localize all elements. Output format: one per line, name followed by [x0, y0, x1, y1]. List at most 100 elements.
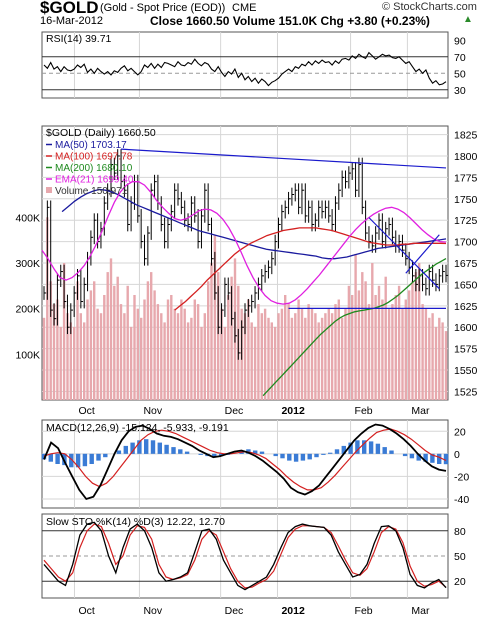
volume-bar — [76, 281, 79, 400]
x-tick-label: Feb — [355, 605, 373, 617]
trendline — [368, 217, 440, 290]
volume-bar — [180, 299, 183, 400]
moving-average-line — [61, 188, 447, 260]
macd-histogram-bar — [89, 453, 94, 464]
volume-bar — [140, 317, 143, 400]
macd-histogram-bar — [368, 441, 374, 454]
macd-tick-label: -20 — [454, 471, 469, 483]
macd-histogram-bar — [116, 450, 122, 454]
macd-histogram-bar — [82, 453, 88, 467]
volume-bar — [441, 322, 444, 400]
volume-bar — [361, 272, 364, 400]
volume-tick-label: 100K — [15, 349, 40, 361]
legend-swatch — [46, 187, 52, 193]
price-tick-label: 1525 — [454, 386, 478, 398]
macd-histogram-bar — [103, 453, 108, 458]
macd-histogram-bar — [423, 453, 428, 462]
trendline — [405, 234, 440, 274]
volume-bar — [96, 308, 99, 400]
macd-histogram-bar — [253, 450, 258, 454]
rsi-tick-label: 90 — [454, 35, 466, 47]
volume-bar — [49, 281, 52, 400]
x-tick-label: Mar — [411, 405, 430, 417]
volume-bar — [347, 285, 351, 400]
rsi-tick-label: 30 — [454, 85, 466, 97]
volume-bar — [387, 308, 391, 400]
volume-bar — [59, 326, 62, 400]
rsi-panel — [41, 31, 449, 99]
volume-bar — [73, 326, 76, 400]
volume-bar — [42, 317, 46, 400]
volume-bar — [260, 313, 263, 400]
macd-histogram-bar — [293, 453, 299, 462]
volume-bar — [163, 322, 166, 400]
volume-bar — [129, 326, 133, 400]
macd-histogram-bar — [164, 444, 169, 454]
stochastic-tick-label: 80 — [454, 526, 466, 538]
volume-bar — [56, 299, 59, 400]
quote-summary: Close 1660.50 Volume 151.0K Chg +3.80 (+… — [150, 14, 430, 28]
macd-histogram-bar — [437, 453, 442, 464]
volume-bar — [290, 317, 294, 400]
volume-bar — [210, 263, 213, 400]
macd-histogram-bar — [184, 451, 190, 454]
volume-bar — [364, 281, 367, 400]
volume-bar — [247, 299, 250, 400]
macd-histogram-bar — [355, 440, 360, 454]
volume-bar — [344, 308, 347, 400]
volume-bar — [421, 304, 424, 400]
volume-bar — [414, 272, 418, 400]
volume-bar — [223, 326, 227, 400]
volume-bar — [203, 313, 206, 400]
price-legend-entry: MA(200) 1680.10 — [55, 163, 133, 174]
volume-bar — [126, 285, 129, 400]
volume-bar — [230, 276, 233, 400]
macd-histogram-bar — [321, 453, 326, 455]
macd-histogram-bar — [307, 453, 312, 460]
price-tick-label: 1700 — [454, 237, 478, 249]
price-tick-label: 1575 — [454, 344, 478, 356]
stochastic-tick-label: 20 — [454, 576, 466, 588]
volume-bar — [190, 317, 193, 400]
volume-bar — [297, 299, 300, 400]
macd-histogram-bar — [443, 453, 449, 465]
volume-bar — [143, 299, 146, 400]
volume-bar — [277, 313, 280, 400]
x-tick-label: Nov — [143, 605, 162, 617]
volume-bar — [86, 299, 89, 400]
macd-histogram-bar — [150, 440, 156, 454]
volume-tick-label: 400K — [15, 212, 40, 224]
volume-bar — [106, 272, 109, 400]
macd-histogram-bar — [212, 453, 217, 458]
moving-average-line — [41, 181, 447, 305]
macd-histogram-bar — [96, 453, 101, 461]
macd-legend: MACD(12,26,9) -15.124, -5.933, -9.191 — [46, 422, 229, 434]
volume-bar — [200, 326, 203, 400]
chart-header: $GOLD (Gold - Spot Price (EOD)) CME © St… — [0, 0, 491, 30]
volume-bar — [357, 290, 361, 400]
volume-bar — [66, 313, 69, 400]
macd-histogram-bar — [402, 453, 408, 457]
price-legend-entry: Volume 150,971 — [55, 186, 128, 197]
volume-bar — [243, 313, 247, 400]
macd-histogram-bar — [239, 451, 244, 454]
volume-bar — [287, 304, 290, 400]
x-tick-label: Feb — [355, 405, 373, 417]
volume-bar — [307, 304, 310, 400]
volume-bar — [411, 281, 414, 400]
stochastic-k-line — [43, 521, 447, 591]
volume-tick-label: 200K — [15, 304, 40, 316]
macd-histogram-bar — [409, 453, 415, 459]
macd-histogram-bar — [137, 440, 142, 454]
volume-bar — [381, 299, 384, 400]
macd-line — [43, 423, 447, 501]
volume-bar — [284, 295, 287, 400]
macd-histogram-bar — [273, 453, 278, 457]
macd-histogram-bar — [130, 442, 135, 454]
volume-bar — [334, 304, 337, 400]
volume-bar — [384, 276, 387, 400]
volume-bar — [156, 304, 160, 400]
volume-bar — [434, 326, 438, 400]
macd-histogram-bar — [389, 450, 394, 454]
